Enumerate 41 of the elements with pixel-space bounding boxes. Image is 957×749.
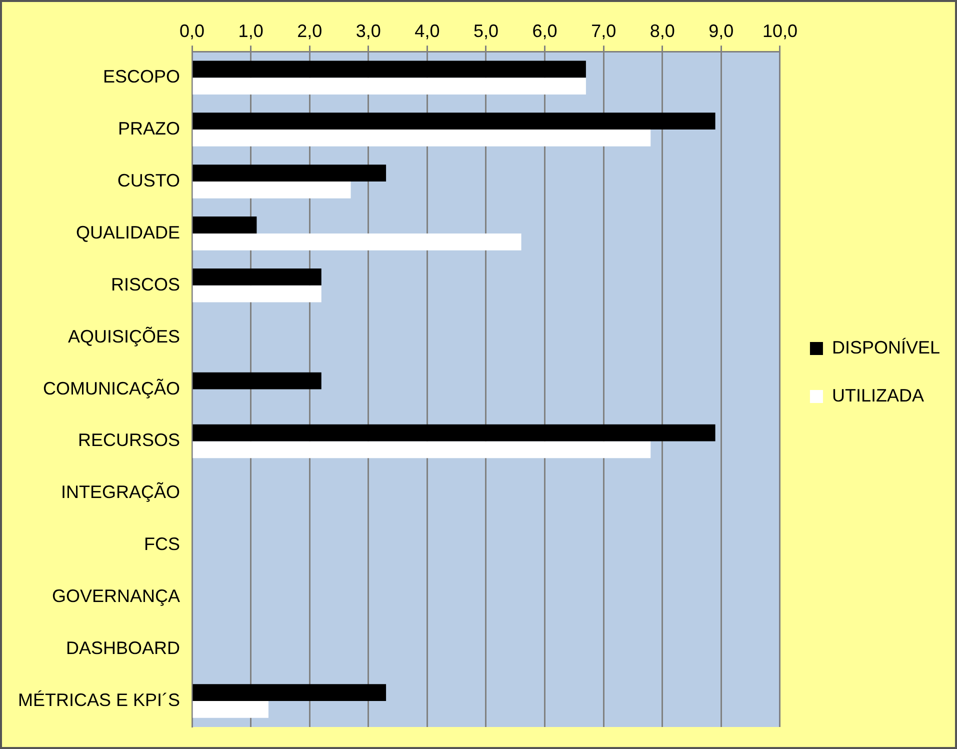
bar — [192, 233, 522, 250]
bar — [192, 424, 716, 442]
x-tick-label: 4,0 — [414, 20, 440, 41]
x-tick-label: 6,0 — [532, 20, 558, 41]
bar — [192, 130, 651, 146]
x-tick-label: 1,0 — [238, 20, 264, 41]
y-tick-label: CUSTO — [117, 170, 180, 190]
legend-label: UTILIZADA — [832, 385, 924, 406]
y-tick-label: MÉTRICAS E KPI´S — [18, 690, 180, 710]
bar — [192, 441, 651, 458]
bar — [192, 112, 716, 130]
bar — [192, 78, 586, 94]
y-tick-label: RECURSOS — [78, 430, 180, 450]
x-tick-label: 2,0 — [297, 20, 322, 41]
y-tick-label: GOVERNANÇA — [52, 586, 180, 606]
y-tick-label: INTEGRAÇÃO — [61, 482, 180, 502]
y-tick-label: DASHBOARD — [66, 638, 180, 658]
x-tick-label: 7,0 — [591, 20, 616, 41]
y-tick-label: ESCOPO — [102, 66, 180, 87]
x-tick-label: 10,0 — [762, 20, 798, 41]
bar — [192, 60, 586, 78]
bar — [192, 268, 322, 286]
x-tick-label: 9,0 — [708, 20, 734, 41]
bar — [192, 164, 386, 182]
y-tick-label: FCS — [144, 534, 180, 554]
legend-label: DISPONÍVEL — [832, 337, 940, 358]
y-tick-label: AQUISIÇÕES — [68, 326, 180, 346]
x-tick-label: 3,0 — [356, 20, 381, 41]
bar — [192, 372, 322, 390]
bar — [192, 285, 322, 302]
x-tick-label: 0,0 — [180, 20, 205, 41]
bar — [192, 701, 268, 718]
x-tick-label: 5,0 — [473, 20, 499, 41]
bar — [192, 216, 257, 234]
bar — [192, 181, 351, 198]
y-tick-label: COMUNICAÇÃO — [43, 378, 180, 398]
bar — [192, 684, 386, 702]
y-tick-label: RISCOS — [111, 274, 180, 294]
x-tick-label: 8,0 — [650, 20, 675, 41]
y-tick-label: QUALIDADE — [76, 222, 180, 242]
y-tick-label: PRAZO — [118, 118, 180, 138]
